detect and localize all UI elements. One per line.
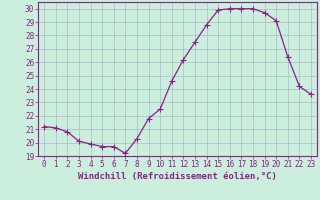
X-axis label: Windchill (Refroidissement éolien,°C): Windchill (Refroidissement éolien,°C) <box>78 172 277 181</box>
